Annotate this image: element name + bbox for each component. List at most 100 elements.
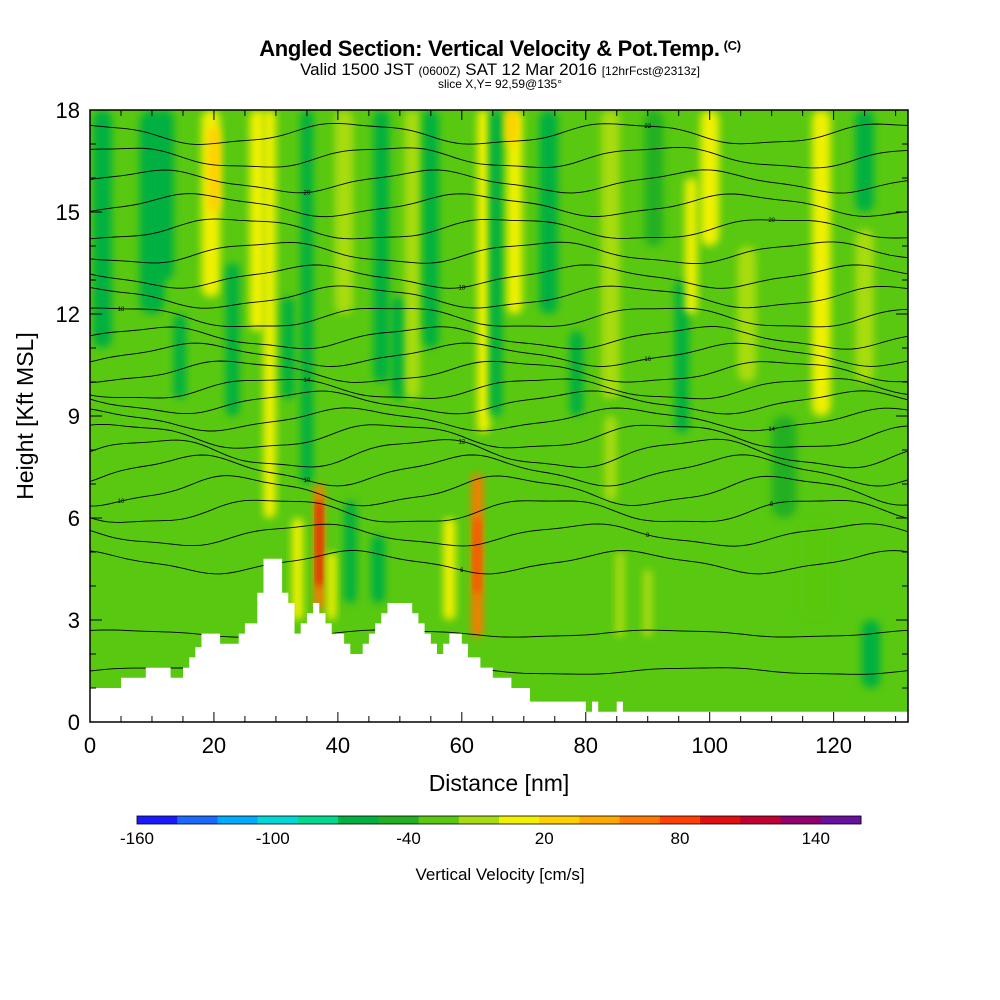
colorbar-swatch-17	[820, 816, 862, 824]
theta-label-23: 22	[644, 124, 651, 130]
velocity-cell-17	[373, 110, 390, 382]
velocity-cell-44	[799, 518, 831, 620]
theta-label-15: 18	[118, 307, 125, 313]
theta-contour-8	[90, 423, 908, 449]
colorbar-swatch-8	[458, 816, 500, 824]
velocity-cell-3	[173, 314, 187, 399]
velocity-cell-29	[539, 110, 558, 314]
theta-label-6: 10	[304, 478, 311, 484]
chart-subtitle: Valid 1500 JST (0600Z) SAT 12 Mar 2016 […	[0, 60, 1000, 80]
velocity-cell-6	[225, 263, 240, 416]
terrain	[90, 558, 908, 722]
velocity-cell-39	[737, 246, 757, 382]
theta-contour-5	[90, 475, 908, 507]
y-tick-label: 6	[68, 506, 80, 531]
theta-contour-11	[90, 378, 908, 400]
y-axis: 0 3 6 9 12 15 18	[56, 98, 908, 735]
colorbar-labels: -160 -100 -40 20 80 140	[120, 829, 830, 848]
theta-contour-16	[90, 285, 908, 309]
colorbar-swatch-0	[137, 816, 178, 824]
velocity-cell-21	[423, 110, 439, 348]
colorbar-swatch-12	[619, 816, 661, 824]
colorbar-label: -160	[120, 829, 154, 848]
x-axis: 0 20 40 60 80 100 120	[84, 110, 897, 758]
velocity-cell-8	[263, 110, 276, 518]
theta-label-21: 20	[304, 191, 311, 197]
x-tick-label: 0	[84, 733, 96, 758]
velocity-cell-20	[404, 110, 420, 399]
theta-contour-2	[90, 550, 908, 575]
velocity-cell-7	[249, 110, 266, 331]
theta-label-5: 10	[118, 499, 125, 505]
theta-contour-21	[90, 169, 908, 194]
colorbar-label: -100	[256, 829, 290, 848]
theta-label-17: 18	[458, 286, 465, 292]
colorbar-swatch-2	[217, 816, 259, 824]
x-tick-label: 60	[450, 733, 474, 758]
y-tick-label: 18	[56, 98, 80, 123]
velocity-cell-26	[489, 110, 503, 416]
theta-label-4: 9	[770, 502, 774, 508]
velocity-cell-16	[334, 110, 354, 314]
velocity-cell-40	[771, 416, 797, 518]
theta-contour-17	[90, 264, 908, 289]
velocity-cell-42	[855, 229, 874, 382]
colorbar-label: 140	[802, 829, 830, 848]
theta-contour-12	[90, 360, 908, 384]
theta-contour-15	[90, 307, 908, 328]
velocity-cell-13	[300, 110, 314, 484]
theta-contour-9	[90, 407, 908, 432]
potential-temperature-contours: 6 8 9 10 10 12 14 14 16 18 18 20 20 22	[90, 122, 908, 675]
velocity-cell-18	[391, 297, 409, 399]
colorbar-swatch-6	[378, 816, 420, 824]
theta-contour-20	[90, 193, 908, 218]
velocity-cell-45	[861, 620, 881, 688]
y-tick-label: 15	[56, 200, 80, 225]
colorbar-swatch-14	[700, 816, 741, 824]
velocity-cell-15	[344, 501, 357, 603]
x-tick-label: 120	[815, 733, 852, 758]
colorbar-label: -40	[396, 829, 421, 848]
velocity-cell-10	[292, 518, 304, 620]
velocity-cell-24	[474, 518, 481, 593]
terrain-profile	[90, 558, 908, 722]
valid-date: SAT 12 Mar 2016	[465, 60, 597, 79]
x-tick-label: 80	[574, 733, 598, 758]
slice-label: slice X,Y= 92,59@135°	[437, 77, 563, 91]
theta-label-2: 6	[460, 568, 464, 574]
colorbar	[136, 815, 862, 825]
colorbar-swatch-3	[257, 816, 299, 824]
colorbar-label: 20	[535, 829, 554, 848]
forecast-info: [12hrFcst@2313z]	[601, 64, 700, 78]
theta-contour-23	[90, 122, 908, 145]
theta-label-3: 8	[646, 533, 650, 539]
colorbar-swatch-7	[418, 816, 460, 824]
colorbar-swatch-15	[740, 816, 782, 824]
velocity-cell-27	[506, 110, 523, 314]
velocity-cell-9	[282, 297, 295, 399]
theta-label-13: 16	[644, 357, 651, 363]
velocity-cell-34	[643, 569, 653, 637]
colorbar-swatch-4	[297, 816, 339, 824]
theta-contour-6	[90, 454, 908, 487]
colorbar-swatch-1	[177, 816, 218, 824]
theta-contour-22	[90, 146, 908, 169]
colorbar-frame	[136, 815, 862, 825]
y-tick-label: 3	[68, 608, 80, 633]
velocity-cell-14	[327, 552, 337, 620]
velocity-cell-25	[477, 110, 490, 433]
velocity-cell-36	[674, 280, 689, 433]
theta-label-7: 12	[458, 439, 465, 445]
velocity-cell-22	[443, 518, 456, 620]
zulu-time: (0600Z)	[418, 64, 461, 78]
x-tick-label: 100	[691, 733, 728, 758]
colorbar-swatch-9	[499, 816, 540, 824]
y-tick-label: 12	[56, 302, 80, 327]
y-axis-title: Height [Kft MSL]	[12, 332, 38, 499]
x-tick-label: 20	[202, 733, 226, 758]
velocity-cell-28	[505, 110, 518, 144]
velocity-cell-12	[316, 501, 322, 586]
velocity-cell-33	[615, 552, 625, 637]
theta-contour-10	[90, 390, 908, 415]
